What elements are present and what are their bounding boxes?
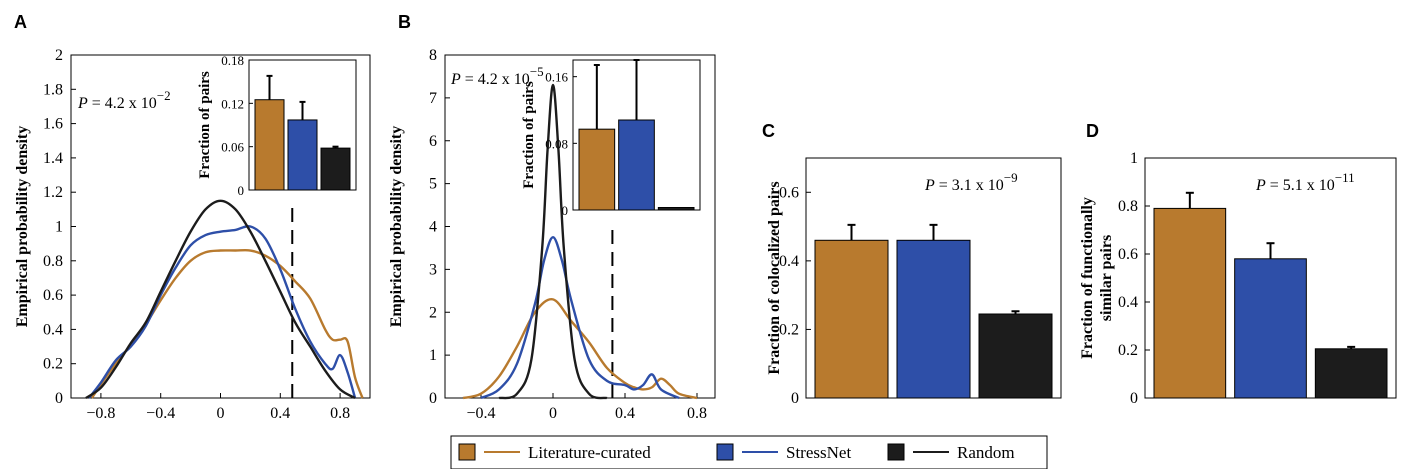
inset-bar-stressnet xyxy=(287,119,318,191)
p-value-a: P = 4.2 x 10−2 xyxy=(77,88,171,112)
inset-bar-literature xyxy=(254,99,285,191)
y-tick-label: 0.4 xyxy=(1118,294,1138,311)
y-axis-label: Empirical probability density xyxy=(14,126,31,328)
y-tick-label: 1.4 xyxy=(43,150,63,167)
bar-literature xyxy=(1153,207,1227,399)
density-curve-stressnet xyxy=(87,225,357,399)
inset-y-tick-label: 0.16 xyxy=(545,70,568,85)
legend: Literature-curated StressNet Random xyxy=(450,435,1048,469)
y-tick-label: 0.2 xyxy=(779,321,799,338)
y-axis-label: Fraction of functionally xyxy=(1079,197,1096,359)
inset-y-tick-label: 0.08 xyxy=(545,136,568,151)
y-tick-label: 0.6 xyxy=(43,287,63,304)
y-tick-label: 0.8 xyxy=(1118,198,1138,215)
x-tick-label: 0.8 xyxy=(687,405,707,422)
legend-label-stressnet: StressNet xyxy=(786,443,851,462)
inset-y-tick-label: 0 xyxy=(562,203,569,218)
bar-stressnet xyxy=(1234,258,1307,399)
y-tick-label: 0.4 xyxy=(779,253,799,270)
panel-b: B 0 1 2 3 4 5 6 7 8 −0.4 0 0.4 0.8 Empirical probabili… xyxy=(388,12,716,422)
y-tick-label: 1.6 xyxy=(43,116,63,133)
x-tick-label: 0 xyxy=(217,405,225,422)
y-tick-label: 5 xyxy=(429,176,437,193)
y-tick-label: 1.8 xyxy=(43,81,63,98)
p-value-b: P = 4.2 x 10−5 xyxy=(450,64,544,88)
inset-y-axis-label: Fraction of pairs xyxy=(521,81,537,189)
y-tick-label: 4 xyxy=(429,219,437,236)
inset-b: 0 0.08 0.16 Fraction of pairs xyxy=(521,59,701,218)
x-tick-label: 0.4 xyxy=(270,405,290,422)
y-axis-label: Fraction of colocalized pairs xyxy=(766,181,783,374)
panel-d: D 0 0.2 0.4 0.6 0.8 1 Fraction of functionally s… xyxy=(1079,121,1397,407)
y-tick-label: 2 xyxy=(429,304,437,321)
panel-letter-c: C xyxy=(762,121,775,141)
y-tick-label: 0 xyxy=(429,390,437,407)
panel-letter-d: D xyxy=(1086,121,1099,141)
bar-random xyxy=(1314,348,1388,399)
x-tick-label: −0.8 xyxy=(86,405,115,422)
bar-literature xyxy=(814,239,889,399)
x-tick-label: 0.4 xyxy=(615,405,635,422)
legend-label-literature: Literature-curated xyxy=(528,443,651,462)
y-tick-label: 0 xyxy=(791,390,799,407)
inset-y-tick-label: 0.18 xyxy=(221,53,244,68)
y-tick-label: 1.2 xyxy=(43,184,63,201)
legend-swatch-literature xyxy=(458,443,476,461)
x-tick-label: −0.4 xyxy=(466,405,495,422)
inset-y-tick-label: 0.06 xyxy=(221,140,244,155)
bar-random xyxy=(978,313,1053,399)
y-tick-label: 0.2 xyxy=(43,356,63,373)
density-curve-random xyxy=(85,199,356,400)
y-tick-label: 0.6 xyxy=(1118,246,1138,263)
y-tick-label: 8 xyxy=(429,47,437,64)
density-curve-literature xyxy=(462,298,698,400)
y-tick-label: 0.4 xyxy=(43,321,63,338)
y-tick-label: 0 xyxy=(55,390,63,407)
y-tick-label: 1 xyxy=(55,219,63,236)
inset-y-tick-label: 0.12 xyxy=(221,96,244,111)
inset-y-tick-label: 0 xyxy=(238,183,245,198)
legend-swatch-stressnet xyxy=(716,443,734,461)
x-tick-label: 0 xyxy=(549,405,557,422)
y-tick-label: 2 xyxy=(55,47,63,64)
y-tick-label: 0 xyxy=(1130,390,1138,407)
x-tick-label: −0.4 xyxy=(146,405,175,422)
y-tick-label: 1 xyxy=(429,347,437,364)
y-tick-label: 0.8 xyxy=(43,253,63,270)
inset-bar-stressnet xyxy=(618,119,655,211)
inset-bar-random xyxy=(320,147,351,191)
inset-y-axis-label: Fraction of pairs xyxy=(197,71,213,179)
p-value-d: P = 5.1 x 10−11 xyxy=(1255,170,1355,194)
y-tick-label: 0.6 xyxy=(779,184,799,201)
y-axis-label: similar pairs xyxy=(1098,235,1115,321)
legend-swatch-random xyxy=(887,443,905,461)
bar-stressnet xyxy=(896,239,971,399)
y-tick-label: 7 xyxy=(429,90,437,107)
inset-bar-random xyxy=(657,207,695,211)
legend-label-random: Random xyxy=(957,443,1015,462)
x-tick-label: 0.8 xyxy=(330,405,350,422)
panel-letter-a: A xyxy=(14,12,27,32)
panel-letter-b: B xyxy=(398,12,411,32)
y-tick-label: 3 xyxy=(429,261,437,278)
y-tick-label: 0.2 xyxy=(1118,342,1138,359)
inset-bar-literature xyxy=(578,128,616,211)
y-tick-label: 6 xyxy=(429,133,437,150)
density-curve-literature xyxy=(90,248,364,399)
panel-a: A 0 0.2 0.4 0.6 0.8 1 1.2 1.4 1.6 1.8 2 −0.8 −0.4 0 0.4… xyxy=(14,12,371,422)
density-curve-random xyxy=(498,83,608,400)
y-axis-label: Empirical probability density xyxy=(388,126,405,328)
y-tick-label: 1 xyxy=(1130,150,1138,167)
inset-a: 0 0.06 0.12 0.18 Fraction of pairs xyxy=(197,53,357,198)
density-curve-stressnet xyxy=(480,236,680,400)
p-value-c: P = 3.1 x 10−9 xyxy=(924,170,1018,194)
